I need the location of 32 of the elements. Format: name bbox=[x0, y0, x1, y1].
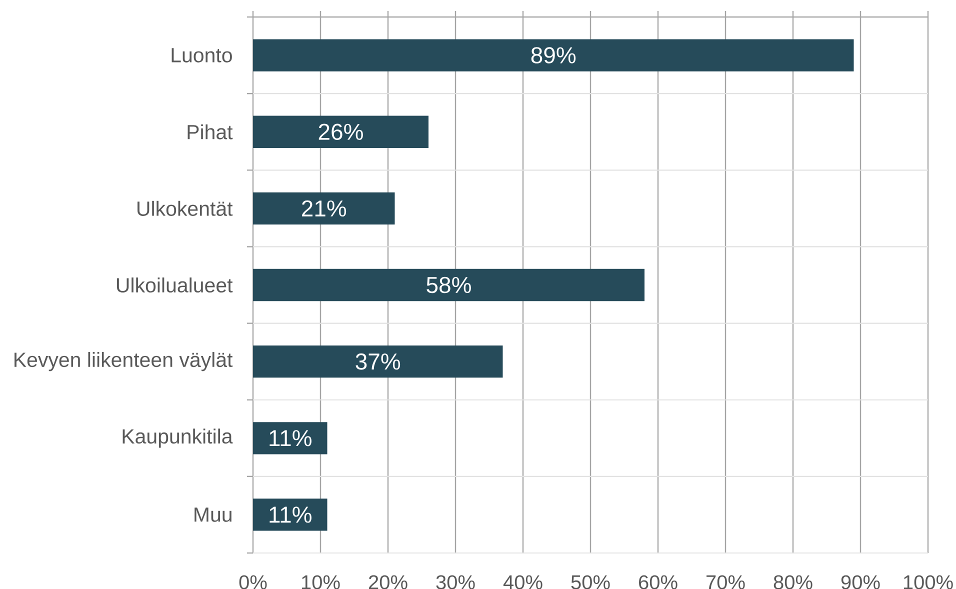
x-tick-label: 10% bbox=[302, 575, 340, 589]
data-label: 89% bbox=[531, 46, 576, 64]
y-tick-label: Kevyen liikenteen väylät bbox=[14, 352, 233, 371]
y-tick-label: Ulkoilualueet bbox=[117, 277, 233, 292]
data-label: 11% bbox=[270, 430, 312, 446]
data-label: 11% bbox=[270, 506, 312, 523]
data-label: 58% bbox=[426, 276, 471, 293]
x-tick-label: 30% bbox=[436, 575, 475, 589]
data-label: 21% bbox=[302, 200, 346, 216]
x-tick-label: 40% bbox=[503, 575, 542, 589]
bar bbox=[253, 498, 328, 531]
x-tick-label: 50% bbox=[571, 575, 610, 589]
bar bbox=[253, 116, 428, 148]
bar bbox=[253, 268, 645, 301]
bar bbox=[253, 39, 854, 72]
bar bbox=[253, 345, 503, 378]
y-tick-label: Muu bbox=[194, 507, 232, 522]
x-tick-label: 80% bbox=[774, 575, 812, 589]
data-label: 26% bbox=[318, 124, 363, 140]
bar bbox=[253, 422, 328, 454]
x-tick-label: 70% bbox=[706, 575, 745, 589]
y-tick-label: Pihat bbox=[188, 124, 233, 140]
y-tick-label: Luonto bbox=[172, 48, 232, 62]
y-tick-label: Kaupunkitila bbox=[122, 428, 233, 448]
y-tick-label: Ulkokentät bbox=[138, 200, 233, 216]
x-tick-label: 60% bbox=[639, 575, 678, 589]
x-tick-label: 0% bbox=[239, 575, 267, 589]
bar bbox=[253, 192, 395, 224]
data-label: 37% bbox=[356, 353, 400, 370]
x-tick-label: 20% bbox=[368, 575, 408, 589]
x-tick-label: 90% bbox=[841, 575, 880, 589]
x-tick-label: 100% bbox=[904, 575, 953, 589]
